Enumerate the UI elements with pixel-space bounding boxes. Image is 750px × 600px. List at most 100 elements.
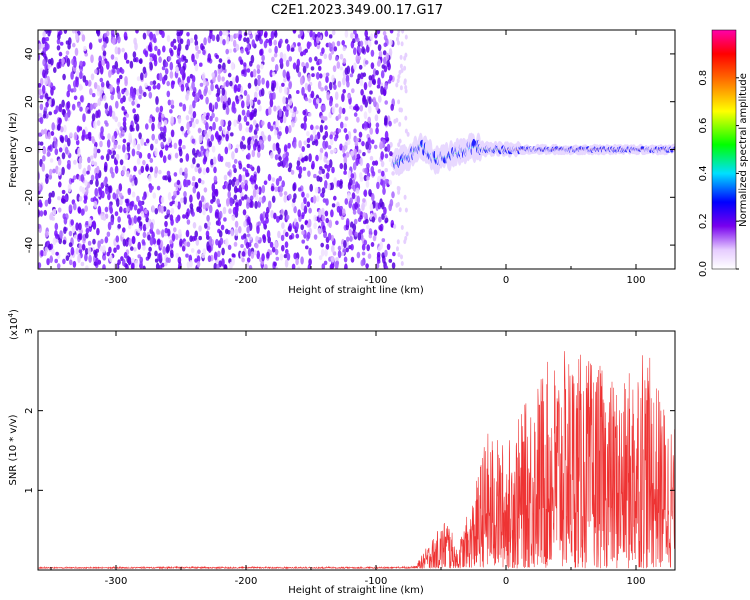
noise-speck [106, 139, 111, 148]
noise-speck [272, 92, 276, 100]
noise-speck [201, 180, 205, 185]
noise-speck [216, 198, 220, 206]
colorbar-tick-label: 0.8 [698, 70, 709, 86]
noise-speck [397, 186, 401, 192]
noise-speck [384, 178, 389, 185]
noise-speck [337, 114, 342, 120]
noise-speck [307, 84, 312, 92]
noise-speck [122, 121, 127, 127]
noise-speck [273, 39, 278, 46]
noise-speck [73, 202, 77, 211]
noise-speck [203, 187, 208, 193]
noise-speck [39, 141, 44, 146]
noise-speck [152, 84, 157, 90]
noise-speck [318, 152, 323, 161]
noise-speck [221, 247, 225, 256]
noise-speck [149, 237, 154, 246]
noise-speck [225, 30, 229, 37]
noise-speck [290, 109, 294, 113]
noise-speck [102, 216, 107, 221]
noise-speck [371, 80, 376, 85]
noise-speck [136, 143, 141, 151]
noise-speck [170, 99, 175, 106]
noise-speck [88, 42, 93, 50]
noise-speck [117, 144, 121, 150]
noise-speck [164, 61, 169, 68]
noise-speck [185, 153, 190, 162]
noise-speck [215, 54, 219, 60]
noise-speck [109, 254, 113, 263]
noise-speck [190, 248, 195, 253]
noise-speck [279, 38, 283, 44]
noise-speck [338, 106, 343, 115]
noise-speck [149, 62, 153, 71]
noise-speck [315, 125, 319, 130]
noise-speck [53, 67, 57, 73]
noise-speck [244, 194, 248, 200]
noise-speck [158, 56, 162, 63]
noise-speck [228, 48, 233, 53]
noise-speck [41, 163, 46, 172]
noise-speck [47, 197, 52, 205]
noise-speck [103, 179, 107, 186]
noise-speck [59, 136, 64, 143]
noise-speck [170, 207, 175, 215]
noise-speck [41, 84, 46, 94]
noise-speck [339, 143, 343, 151]
noise-speck [389, 30, 394, 34]
noise-speck [179, 102, 183, 107]
noise-speck [196, 191, 201, 200]
noise-speck [150, 222, 154, 231]
noise-speck [126, 144, 131, 153]
noise-speck [400, 41, 404, 47]
noise-speck [315, 154, 319, 162]
noise-speck [270, 30, 275, 40]
noise-speck [400, 254, 403, 260]
colorbar-label: Normalized spectral amplitude [738, 73, 749, 227]
noise-speck [69, 259, 73, 266]
y-tick-label: 20 [24, 95, 35, 108]
noise-speck [56, 45, 61, 51]
noise-speck [206, 214, 210, 222]
noise-speck [331, 244, 335, 253]
noise-speck [58, 51, 63, 57]
noise-speck [151, 205, 155, 213]
noise-speck [381, 170, 385, 177]
noise-speck [73, 234, 78, 240]
spectrogram-x-label: Height of straight line (km) [288, 285, 424, 296]
noise-speck [393, 224, 397, 229]
noise-speck [75, 70, 80, 78]
noise-speck [173, 172, 178, 177]
noise-speck [167, 177, 172, 183]
noise-speck [370, 62, 375, 70]
noise-speck [191, 182, 196, 187]
noise-speck [245, 121, 250, 126]
noise-speck [230, 132, 234, 137]
noise-speck [335, 220, 339, 226]
noise-speck [271, 246, 276, 253]
noise-speck [241, 251, 246, 257]
noise-speck [388, 157, 393, 163]
noise-speck [357, 149, 362, 154]
noise-speck [197, 167, 202, 174]
noise-speck [318, 169, 323, 175]
noise-speck [283, 86, 288, 95]
noise-speck [351, 179, 356, 185]
noise-speck [125, 89, 129, 97]
noise-speck [152, 192, 157, 199]
noise-speck [156, 239, 161, 246]
noise-speck [178, 57, 182, 63]
noise-speck [52, 85, 56, 91]
noise-speck [148, 91, 153, 99]
noise-speck [179, 167, 183, 176]
noise-speck [149, 166, 154, 173]
noise-speck [42, 31, 46, 38]
noise-speck [157, 48, 161, 56]
noise-speck [390, 103, 395, 111]
noise-speck [320, 105, 325, 110]
noise-speck [296, 159, 301, 167]
noise-speck [65, 40, 70, 45]
noise-speck [398, 138, 402, 144]
noise-speck [184, 132, 188, 138]
